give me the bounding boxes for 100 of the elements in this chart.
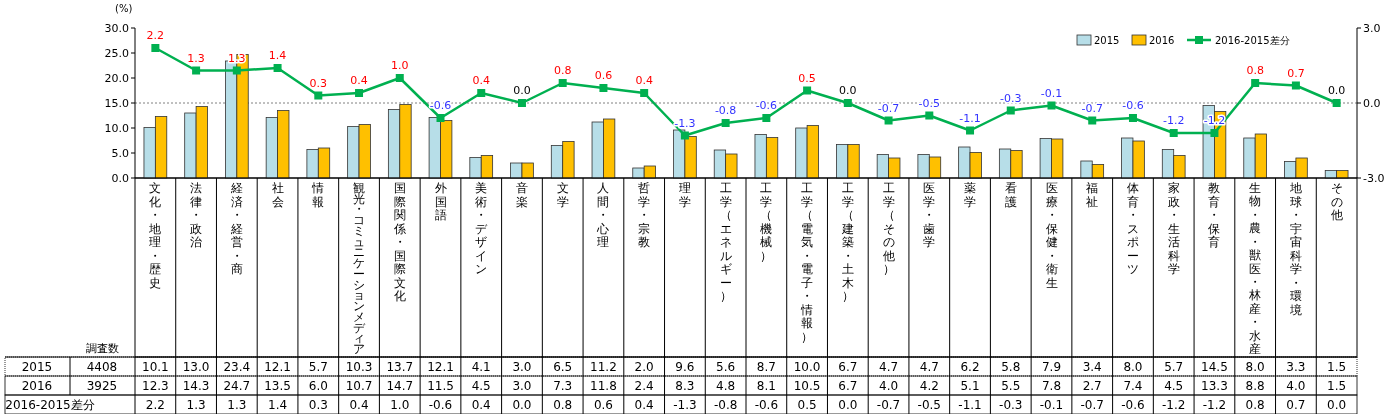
data-label: 5.1	[960, 378, 980, 393]
text: 0.6	[594, 69, 613, 82]
x-tick-label: 教育・保育	[1208, 181, 1221, 249]
data-label: -1.1	[958, 397, 982, 412]
data-label: 14.3	[182, 378, 210, 393]
point	[517, 99, 526, 107]
data-label: 4.7	[919, 359, 939, 374]
y-tick-label: 0.0	[111, 171, 129, 185]
point	[436, 114, 445, 122]
data-label: 0.5	[797, 397, 817, 412]
point	[151, 44, 160, 52]
data-label: 3.4	[1082, 359, 1102, 374]
text: 1.0	[391, 59, 409, 72]
data-label: 14.7	[386, 378, 414, 393]
data-label: -0.6	[428, 397, 453, 412]
data-label: 0.8	[553, 397, 573, 412]
legend-label: 2015	[1094, 34, 1120, 46]
data-label: 12.1	[264, 359, 291, 374]
x-tick-label: 人間・心理	[596, 181, 610, 249]
text: -0.7	[877, 101, 900, 115]
text: 0.0	[839, 84, 857, 97]
data-label: 0.7	[1286, 397, 1306, 412]
point	[558, 79, 567, 87]
text: 0.4	[350, 74, 368, 87]
data-label: -0.3	[999, 397, 1023, 412]
data-label: 12.3	[142, 378, 169, 393]
text: -0.5	[918, 96, 941, 110]
y-tick-label: 30.0	[104, 21, 129, 35]
text: 0.0	[1327, 84, 1346, 97]
point	[1088, 116, 1097, 125]
data-label: 6.7	[838, 378, 858, 393]
point	[925, 111, 934, 120]
text: -0.6	[755, 99, 778, 112]
y2-tick-label: -3.0	[1363, 171, 1385, 185]
point	[762, 114, 771, 122]
text: 0.8	[553, 64, 572, 77]
text: -0.6	[429, 99, 452, 112]
data-label: 2.7	[1082, 378, 1102, 393]
point	[843, 99, 852, 107]
y2-tick-label: 0.0	[1363, 96, 1381, 110]
data-label: 4.0	[879, 378, 899, 393]
data-label: 4.5	[471, 378, 491, 393]
data-label: -0.5	[917, 397, 942, 412]
data-label: 2.0	[634, 359, 654, 374]
data-label: -1.2	[1161, 397, 1186, 412]
data-label: 6.0	[308, 378, 328, 393]
category-label: 観光・コミュニケーションメディア	[353, 181, 366, 356]
text: 2016	[21, 378, 53, 393]
data-label: 13.0	[182, 359, 210, 374]
data-label: 7.4	[1123, 378, 1143, 393]
data-label: 6.2	[960, 359, 980, 374]
data-label: 8.0	[1245, 359, 1265, 374]
data-label: 10.5	[793, 378, 821, 393]
category-label: 生物・農・獣医・林産・水産	[1249, 181, 1262, 356]
data-label: 8.7	[756, 359, 776, 374]
text: 1.4	[268, 49, 287, 62]
data-label: 11.8	[590, 378, 617, 393]
x-tick-label: 社会	[271, 181, 284, 209]
point	[721, 119, 730, 127]
data-label: 1.3	[227, 397, 247, 412]
data-label: 5.7	[1164, 359, 1184, 374]
x-tick-label: 福祉	[1086, 181, 1099, 209]
category-label: 工学（エネルギー）	[719, 181, 732, 303]
x-tick-label: 工学（機械）	[760, 181, 773, 263]
point	[192, 66, 201, 75]
x-tick-label: 医学・歯学	[923, 181, 936, 249]
text: 0.7	[1287, 66, 1305, 80]
text: 1.3	[187, 51, 205, 65]
text: -0.8	[714, 104, 737, 117]
x-tick-label: 薬学	[964, 181, 977, 209]
data-label: 0.0	[512, 397, 532, 412]
point	[680, 131, 689, 140]
point	[1251, 79, 1260, 87]
x-tick-label: 情報	[311, 181, 325, 209]
y-tick-label: 20.0	[104, 71, 129, 85]
x-tick-label: 医療・保健・衛生	[1045, 181, 1058, 290]
data-label: 0.0	[838, 397, 858, 412]
data-label: 6.7	[838, 359, 858, 374]
text: 0.0	[513, 84, 531, 97]
data-label: 4.7	[879, 359, 899, 374]
data-label: -0.1	[1039, 397, 1064, 412]
data-label: 6.5	[553, 359, 573, 374]
text: -0.3	[1000, 91, 1022, 105]
point	[884, 116, 893, 125]
text: 1.3	[228, 51, 246, 65]
data-label: 8.0	[1123, 359, 1143, 374]
text: 3925	[86, 378, 118, 393]
data-label: 11.5	[427, 378, 454, 393]
text: 0.8	[1246, 64, 1264, 77]
data-label: -0.8	[713, 397, 738, 412]
data-label: 14.5	[1201, 359, 1228, 374]
y-tick-label: 5.0	[111, 146, 129, 160]
point	[232, 66, 241, 75]
data-label: 4.8	[716, 378, 736, 393]
data-label: 10.7	[345, 378, 373, 393]
point	[355, 89, 364, 97]
point	[1169, 129, 1178, 137]
text: -1.2	[1162, 114, 1185, 127]
text: 0.4	[472, 74, 490, 87]
point	[395, 74, 404, 82]
